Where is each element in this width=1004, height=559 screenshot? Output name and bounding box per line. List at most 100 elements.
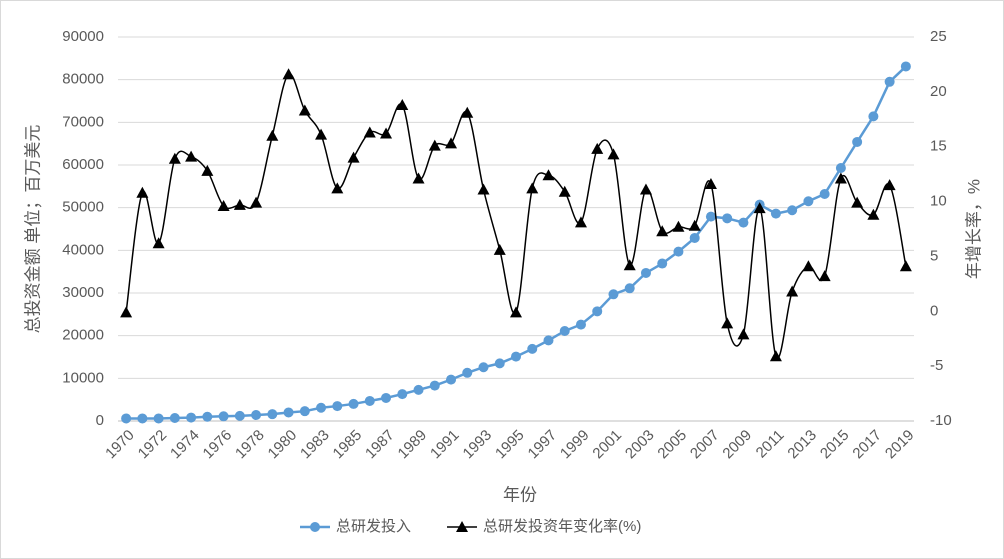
data-point bbox=[592, 306, 603, 317]
data-point bbox=[689, 232, 700, 243]
data-point bbox=[413, 384, 424, 395]
data-point bbox=[136, 186, 149, 198]
data-point bbox=[803, 196, 814, 207]
data-point bbox=[121, 413, 132, 424]
data-point bbox=[623, 259, 636, 271]
data-point bbox=[494, 358, 505, 369]
data-point bbox=[511, 351, 521, 362]
data-point bbox=[282, 68, 295, 80]
data-point bbox=[722, 213, 733, 224]
data-point bbox=[233, 198, 246, 210]
data-point bbox=[867, 208, 880, 220]
y2-tick-label: 0 bbox=[930, 302, 938, 319]
legend-marker bbox=[310, 522, 320, 532]
data-point bbox=[493, 243, 506, 255]
y-tick-label: 60000 bbox=[62, 156, 104, 173]
data-point bbox=[672, 220, 685, 232]
data-point bbox=[478, 362, 489, 373]
data-point bbox=[818, 270, 831, 282]
data-point bbox=[900, 61, 911, 72]
data-point bbox=[396, 99, 409, 111]
data-point bbox=[267, 409, 278, 420]
x-axis-title: 年份 bbox=[503, 485, 537, 504]
data-point bbox=[575, 319, 586, 330]
y2-tick-label: -10 bbox=[930, 412, 952, 429]
data-point bbox=[202, 411, 213, 422]
data-point bbox=[657, 258, 668, 269]
data-point bbox=[363, 126, 376, 138]
data-point bbox=[639, 183, 652, 195]
data-point bbox=[899, 260, 912, 272]
data-point bbox=[624, 283, 635, 294]
data-point bbox=[559, 325, 570, 336]
data-point bbox=[868, 111, 879, 122]
data-point bbox=[542, 169, 555, 181]
data-point bbox=[543, 335, 554, 346]
data-point bbox=[738, 217, 749, 228]
data-point bbox=[705, 211, 716, 222]
y-tick-label: 10000 bbox=[62, 369, 104, 386]
data-point bbox=[283, 407, 294, 418]
data-point bbox=[851, 196, 864, 208]
y2-axis-title: 年增长率，% bbox=[964, 179, 983, 279]
data-point bbox=[218, 411, 229, 422]
data-point bbox=[348, 398, 359, 409]
data-point bbox=[153, 413, 164, 424]
data-point bbox=[412, 172, 425, 184]
data-point bbox=[852, 136, 863, 147]
data-point bbox=[884, 76, 895, 87]
data-point bbox=[168, 152, 181, 164]
data-point bbox=[737, 328, 750, 340]
data-point bbox=[608, 289, 619, 300]
y-tick-label: 30000 bbox=[62, 284, 104, 301]
data-point bbox=[316, 402, 327, 413]
data-point bbox=[461, 106, 474, 118]
data-point bbox=[152, 237, 165, 249]
data-point bbox=[397, 389, 408, 400]
data-point bbox=[462, 367, 473, 378]
y2-tick-label: 10 bbox=[930, 193, 947, 210]
data-point bbox=[217, 199, 230, 211]
data-point bbox=[347, 151, 360, 163]
data-point bbox=[770, 208, 781, 219]
data-point bbox=[364, 395, 375, 406]
data-point bbox=[234, 410, 245, 421]
data-point bbox=[299, 406, 310, 417]
y-tick-label: 80000 bbox=[62, 71, 104, 88]
y-tick-label: 20000 bbox=[62, 327, 104, 344]
data-point bbox=[574, 216, 587, 228]
data-point bbox=[332, 401, 343, 412]
y-tick-label: 0 bbox=[96, 412, 104, 429]
data-point bbox=[428, 139, 441, 151]
data-point bbox=[445, 137, 458, 149]
data-point bbox=[446, 374, 457, 385]
data-point bbox=[673, 246, 684, 257]
data-point bbox=[819, 189, 830, 200]
data-point bbox=[201, 164, 214, 176]
data-point bbox=[688, 219, 701, 231]
data-point bbox=[381, 392, 392, 403]
y-tick-label: 90000 bbox=[62, 28, 104, 45]
data-point bbox=[607, 148, 620, 160]
data-point bbox=[510, 306, 522, 318]
data-point bbox=[477, 183, 490, 195]
y2-tick-label: 20 bbox=[930, 83, 947, 100]
data-point bbox=[251, 410, 262, 421]
data-point bbox=[380, 127, 393, 139]
data-point bbox=[137, 413, 148, 424]
data-point bbox=[704, 178, 717, 190]
y2-tick-label: 25 bbox=[930, 28, 947, 45]
y-tick-label: 70000 bbox=[62, 113, 104, 130]
data-point bbox=[721, 317, 734, 329]
data-point bbox=[120, 306, 133, 318]
data-point bbox=[769, 350, 782, 362]
y2-tick-label: 5 bbox=[930, 247, 938, 264]
data-point bbox=[186, 412, 197, 423]
data-point bbox=[298, 104, 311, 116]
data-point bbox=[883, 179, 896, 191]
data-point bbox=[185, 150, 198, 162]
data-point bbox=[331, 182, 344, 194]
data-point bbox=[527, 343, 538, 354]
